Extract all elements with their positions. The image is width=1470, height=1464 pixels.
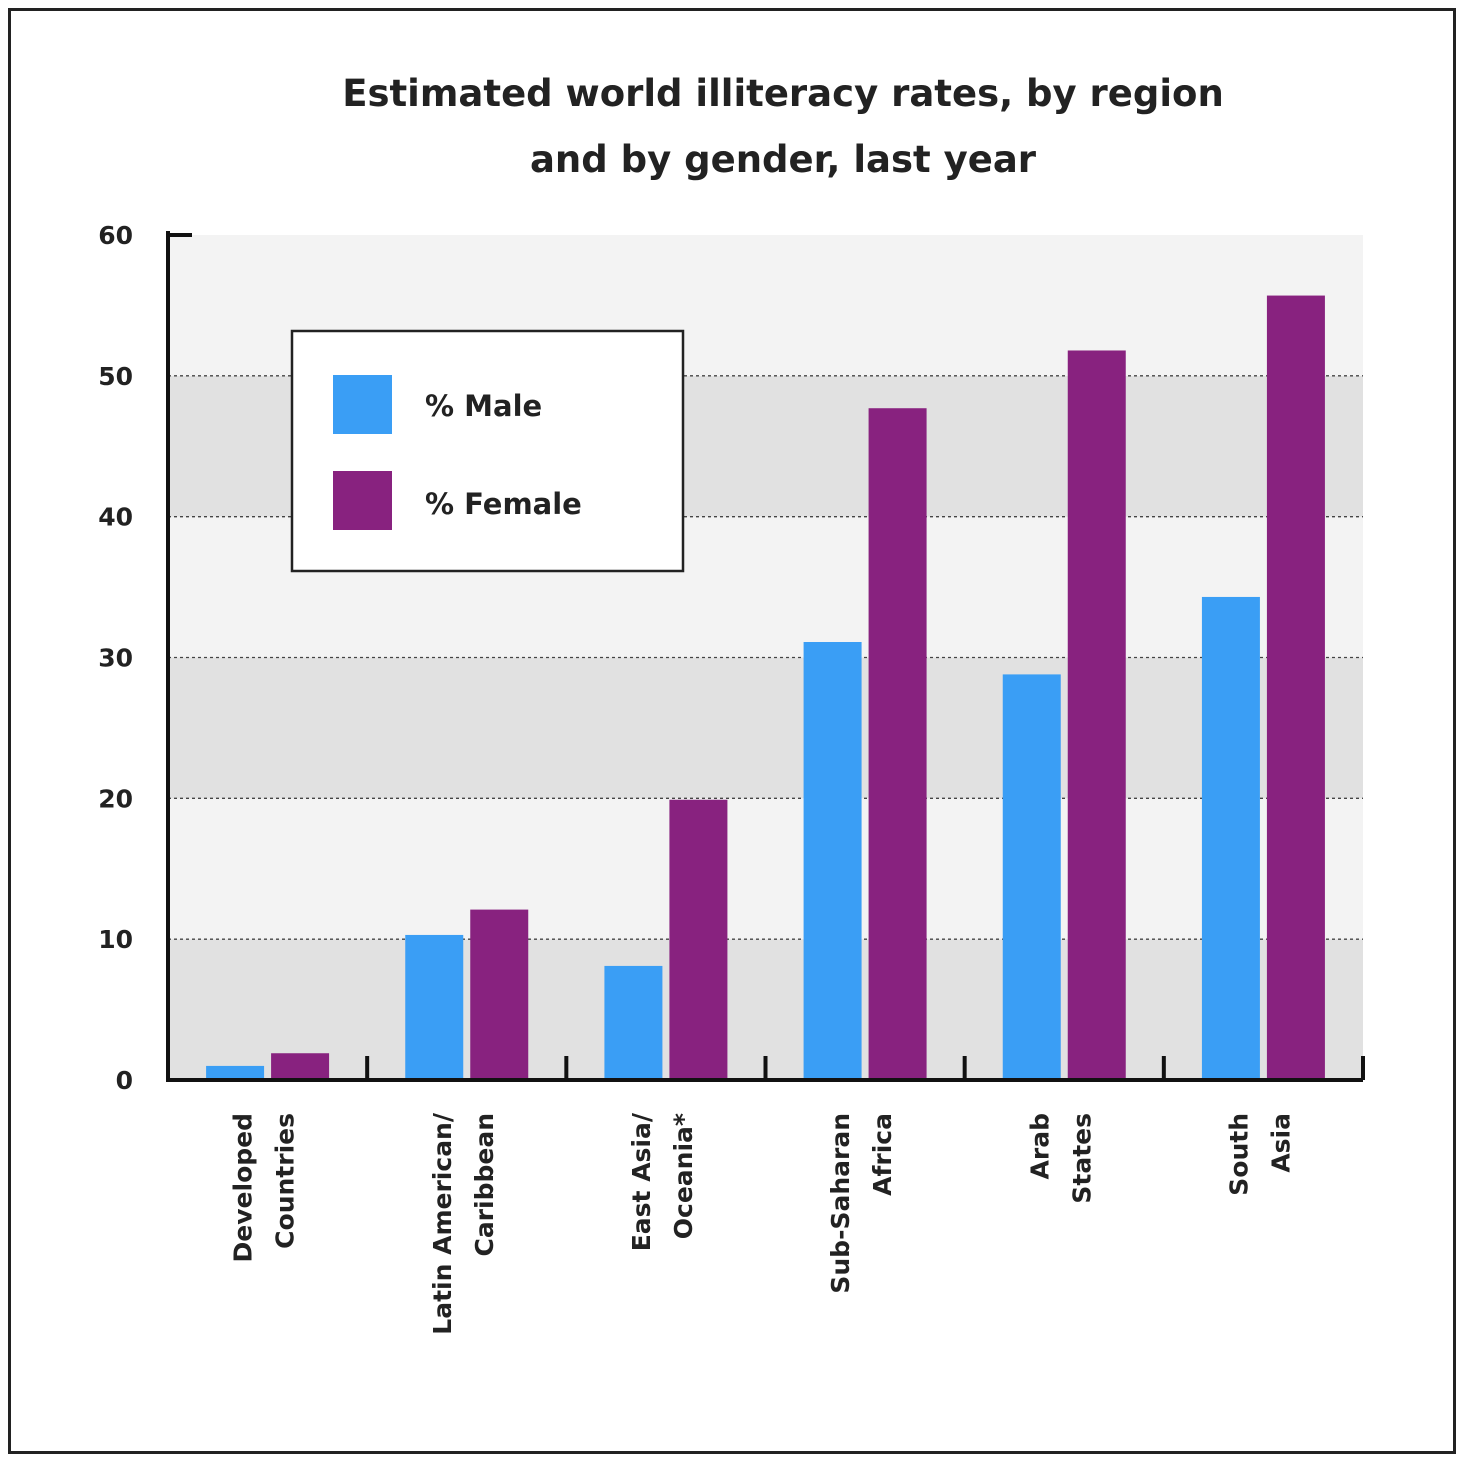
legend-swatch-female [333, 471, 392, 530]
x-category-label-2-line-1: Oceania* [669, 1113, 698, 1239]
bars [206, 295, 1325, 1081]
x-category-label-4-line-1: States [1067, 1113, 1096, 1204]
bar-female-5 [1266, 295, 1325, 1080]
x-category-label-3-line-1: Africa [868, 1113, 897, 1196]
bar-male-1 [405, 934, 464, 1080]
chart-title: Estimated world illiteracy rates, by reg… [342, 72, 1224, 181]
bar-female-1 [470, 909, 529, 1080]
x-category-label-5: South Asia [1224, 1113, 1295, 1196]
x-category-labels: Developed Countries Latin American/Caribbe… [229, 1112, 1296, 1335]
x-category-label-2: East Asia/Oceania* [627, 1112, 698, 1251]
x-category-label-3-line-0: Sub-Saharan [826, 1113, 855, 1294]
bar-male-3 [803, 642, 862, 1080]
x-category-label-4: Arab States [1025, 1113, 1096, 1204]
y-tick-label-0: 0 [116, 1066, 133, 1095]
x-category-label-5-line-1: Asia [1266, 1113, 1295, 1173]
bar-male-4 [1002, 674, 1061, 1080]
legend-swatch-male [333, 375, 392, 434]
chart-title-line-1: Estimated world illiteracy rates, by reg… [342, 72, 1224, 115]
band-2 [168, 657, 1363, 799]
x-category-label-3: Sub-Saharan Africa [826, 1113, 897, 1294]
x-category-label-1: Latin American/Caribbean [428, 1112, 499, 1335]
y-tick-label-30: 30 [98, 644, 133, 673]
x-category-label-0: Developed Countries [229, 1113, 300, 1262]
bar-female-0 [271, 1053, 330, 1080]
bar-male-2 [604, 965, 663, 1080]
x-category-label-5-line-0: South [1224, 1113, 1253, 1196]
axes [166, 231, 1365, 1082]
y-tick-label-10: 10 [98, 925, 133, 954]
bar-female-2 [669, 799, 728, 1080]
x-category-label-1-line-0: Latin American/ [428, 1112, 457, 1335]
y-tick-label-50: 50 [98, 362, 133, 391]
x-category-label-0-line-0: Developed [229, 1113, 258, 1262]
legend-box [290, 329, 685, 573]
x-category-label-1-line-1: Caribbean [470, 1113, 499, 1257]
band-1 [168, 798, 1363, 940]
bar-male-5 [1201, 596, 1260, 1080]
bar-female-4 [1067, 350, 1126, 1080]
legend: % Male % Female [290, 329, 685, 573]
legend-label-female: % Female [425, 487, 582, 521]
x-category-label-4-line-0: Arab [1025, 1113, 1054, 1179]
y-tick-labels: 0 10 20 30 40 50 60 [98, 221, 133, 1095]
legend-label-male: % Male [425, 389, 542, 423]
y-tick-label-60: 60 [98, 221, 133, 250]
x-category-label-0-line-1: Countries [271, 1113, 300, 1249]
bar-female-3 [868, 408, 927, 1081]
bar-male-0 [206, 1065, 265, 1080]
x-category-label-2-line-0: East Asia/ [627, 1112, 656, 1251]
y-tick-label-40: 40 [98, 503, 133, 532]
chart-title-line-2: and by gender, last year [530, 138, 1037, 181]
y-tick-label-20: 20 [98, 784, 133, 813]
